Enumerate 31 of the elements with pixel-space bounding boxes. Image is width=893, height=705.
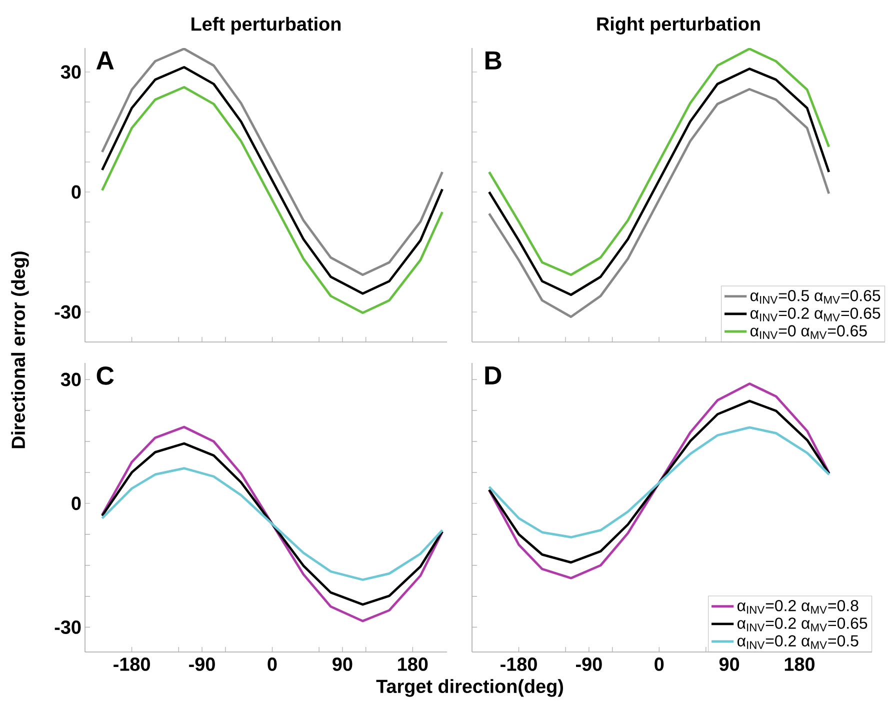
x-tick-label: 90	[332, 658, 352, 671]
x-tick-label: 180	[398, 658, 428, 671]
x-tick-label: -180	[500, 658, 537, 671]
y-tick-label: -30	[54, 620, 81, 634]
annotation: A	[96, 52, 114, 70]
legend-label: α$_{INV}$=0.2 α$_{MV}$=0.8	[737, 600, 858, 614]
x-tick-label: 0	[654, 658, 664, 671]
chart-title: Right perturbation	[597, 16, 760, 34]
chart-title: Left perturbation	[192, 16, 341, 34]
annotation: B	[486, 52, 502, 70]
y-axis-title: Directional error (deg)	[11, 252, 29, 448]
legend-label: α$_{INV}$=0.2 α$_{MV}$=0.65	[750, 308, 880, 322]
x-tick-label: -90	[576, 658, 602, 671]
annotation: C	[96, 366, 114, 385]
x-tick-label: -180	[114, 658, 150, 671]
y-tick-label: -30	[54, 305, 81, 319]
x-tick-label: 0	[268, 658, 277, 671]
legend-label: α$_{INV}$=0.2 α$_{MV}$=0.65	[737, 618, 868, 632]
annotation: D	[485, 366, 502, 384]
x-tick-label: -90	[189, 658, 215, 671]
x-tick-label: 180	[784, 658, 815, 671]
y-tick-label: 30	[60, 65, 81, 79]
y-tick-label: 0	[72, 185, 81, 199]
legend-label: α$_{INV}$=0.2 α$_{MV}$=0.5	[737, 635, 858, 649]
legend-label: α$_{INV}$=0 α$_{MV}$=0.65	[750, 325, 867, 339]
y-tick-label: 0	[72, 496, 81, 510]
x-tick-label: 90	[719, 658, 740, 671]
legend-label: α$_{INV}$=0.5 α$_{MV}$=0.65	[750, 290, 880, 304]
y-tick-label: 30	[60, 372, 81, 386]
line-series	[100, 467, 444, 581]
x-axis-title: Target direction(deg)	[376, 679, 564, 697]
